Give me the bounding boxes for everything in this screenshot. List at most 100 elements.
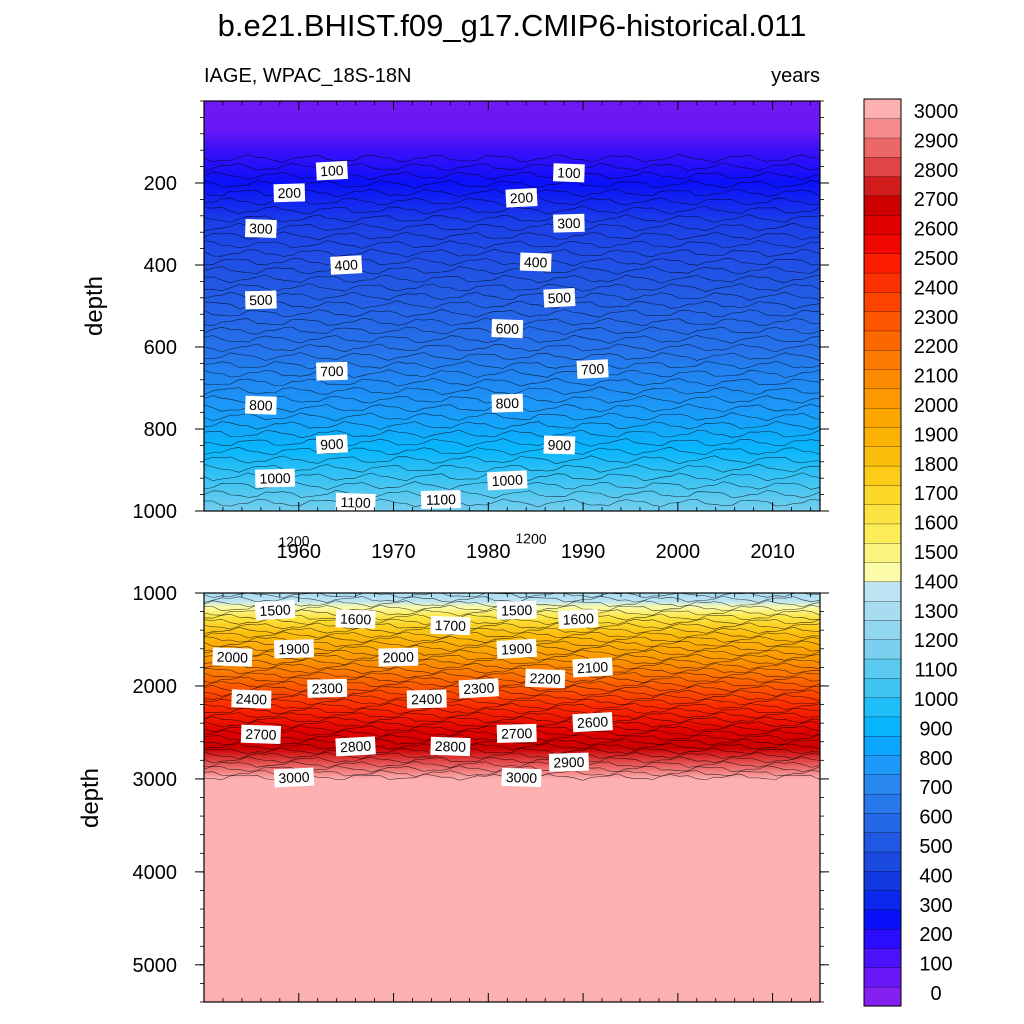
colorbar-swatch: [863, 639, 902, 660]
contour-line: [203, 429, 821, 439]
contour-label: 300: [553, 213, 585, 233]
contour-label-text: 200: [509, 189, 533, 206]
contour-label-bg: [525, 668, 566, 689]
colorbar-swatch: [863, 947, 902, 968]
contour-label-bg: [543, 435, 576, 455]
contour-line: [203, 667, 821, 675]
contour-line: [203, 240, 821, 249]
contour-label-bg: [501, 767, 542, 788]
lower-ylabel: depth: [77, 768, 104, 828]
colorbar-swatch: [863, 909, 902, 930]
contour-label-bg: [510, 528, 552, 549]
colorbar-label: 600: [919, 807, 952, 829]
y-tick-label: 1000: [133, 583, 178, 605]
lower-plot-area: [204, 593, 820, 1002]
contour-label-text: 1500: [501, 602, 533, 619]
contour-line: [203, 153, 821, 163]
contour-label-bg: [558, 608, 599, 630]
contour-label: 700: [576, 359, 609, 379]
contour-label: 400: [519, 252, 552, 272]
colorbar-swatch: [863, 388, 902, 409]
contour-line: [203, 595, 821, 603]
contour-label-bg: [543, 287, 576, 308]
contour-line: [203, 300, 821, 310]
contour-label-bg: [244, 395, 277, 415]
colorbar-swatch: [863, 658, 902, 679]
contour-label: 2600: [572, 712, 613, 733]
contour-line: [203, 689, 821, 697]
contour-line: [204, 498, 821, 508]
contour-line: [203, 446, 821, 456]
contour-label: 2400: [231, 689, 272, 709]
contour-label-bg: [505, 187, 538, 208]
colorbar-label: 2200: [914, 336, 959, 358]
colorbar-swatch: [863, 446, 902, 467]
left-subtitle: IAGE, WPAC_18S-18N: [204, 65, 411, 87]
right-subtitle: years: [771, 65, 820, 87]
colorbar-swatch: [863, 677, 902, 698]
contour-label-text: 800: [249, 397, 273, 414]
colorbar-label: 1800: [914, 454, 959, 476]
contour-label: 700: [316, 361, 348, 381]
contour-line: [203, 231, 821, 241]
contour-label: 2800: [430, 736, 471, 757]
colorbar-swatch: [863, 735, 902, 756]
contour-line: [203, 171, 821, 181]
contour-label-bg: [496, 600, 537, 620]
colorbar-swatch: [863, 291, 902, 312]
colorbar-swatch: [863, 330, 902, 351]
y-tick-label: 3000: [133, 769, 178, 791]
contour-label-bg: [430, 615, 471, 636]
contour-label: 2700: [496, 723, 537, 743]
contour-label-text: 500: [547, 289, 571, 306]
contour-label-bg: [519, 252, 552, 272]
contour-label-bg: [255, 468, 296, 488]
colorbar-swatch: [863, 697, 902, 718]
upper-ylabel: depth: [81, 276, 108, 336]
contour-label-bg: [244, 218, 277, 239]
contour-label: 1900: [496, 638, 537, 659]
colorbar-label: 2100: [914, 366, 959, 388]
contour-line: [203, 369, 821, 378]
contour-line: [203, 760, 821, 768]
contour-label: 1200: [510, 528, 552, 549]
contour-label: 500: [245, 290, 277, 310]
contour-line: [203, 266, 821, 275]
colorbar-swatch: [863, 311, 902, 332]
contour-label: 2400: [406, 689, 447, 709]
y-tick-label: 800: [144, 419, 177, 441]
colorbar-swatch: [863, 465, 902, 486]
contour-line: [203, 626, 821, 634]
contour-label: 1900: [273, 639, 315, 659]
colorbar-swatch: [863, 581, 902, 602]
colorbar-label: 200: [919, 924, 952, 946]
contour-label-bg: [273, 767, 315, 788]
contour-line: [203, 756, 821, 764]
colorbar-swatch: [863, 774, 902, 795]
contour-label: 1600: [335, 609, 376, 629]
lower-contour-labels: 1500 1600 1500 1600 1700 1900 1900 2000 2000 2100…: [212, 600, 613, 788]
contour-label-text: 3000: [506, 769, 538, 786]
contour-label-text: 2800: [435, 738, 467, 755]
colorbar-swatch: [863, 484, 902, 505]
colorbar-label: 400: [919, 865, 952, 887]
colorbar-swatch: [863, 890, 902, 911]
contour-label-bg: [307, 678, 348, 698]
colorbar-swatch: [863, 870, 902, 891]
contour-label-text: 700: [581, 360, 605, 377]
contour-label-bg: [496, 638, 537, 659]
contour-label-text: 2300: [311, 680, 343, 697]
contour-line: [203, 343, 821, 353]
contour-label-text: 2700: [501, 725, 533, 742]
contour-label-text: 1000: [259, 470, 291, 487]
contour-label: 1000: [255, 468, 296, 488]
contour-label: 3000: [273, 767, 315, 788]
contour-label-bg: [273, 639, 315, 659]
lower-axes: 1000 2000 3000 4000 5000: [133, 583, 829, 1003]
contour-line: [203, 676, 821, 684]
contour-line: [203, 622, 821, 630]
colorbar-label: 1300: [914, 601, 959, 623]
colorbar-label: 3000: [914, 101, 959, 123]
contour-line: [203, 257, 821, 267]
